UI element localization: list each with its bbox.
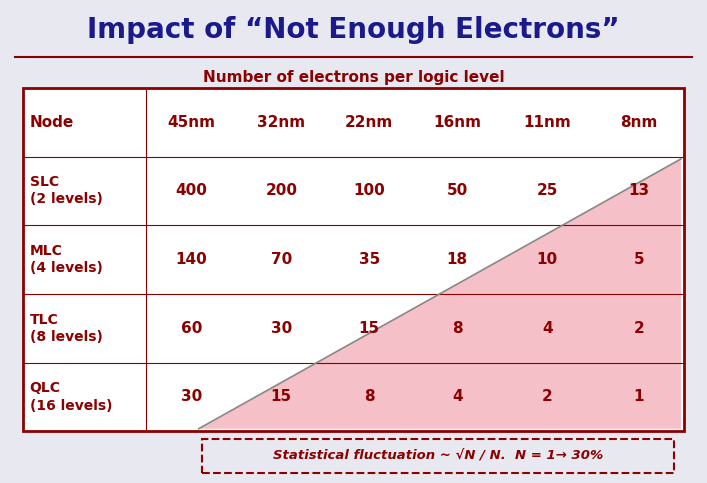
Text: 5: 5 (633, 252, 644, 267)
Polygon shape (199, 159, 681, 429)
Text: 30: 30 (271, 321, 292, 336)
Text: 15: 15 (271, 389, 292, 404)
Text: 1: 1 (633, 389, 644, 404)
Text: 10: 10 (537, 252, 558, 267)
Text: 8: 8 (452, 321, 462, 336)
Text: 400: 400 (175, 184, 207, 199)
Text: 30: 30 (181, 389, 202, 404)
Text: 100: 100 (354, 184, 385, 199)
Text: 13: 13 (628, 184, 649, 199)
Text: 140: 140 (175, 252, 207, 267)
Text: QLC
(16 levels): QLC (16 levels) (30, 381, 112, 412)
Text: 2: 2 (633, 321, 644, 336)
Text: 60: 60 (181, 321, 202, 336)
Text: 16nm: 16nm (433, 114, 481, 129)
Text: 22nm: 22nm (345, 114, 394, 129)
Text: Number of electrons per logic level: Number of electrons per logic level (203, 70, 504, 85)
Text: 15: 15 (358, 321, 380, 336)
Text: Node: Node (30, 114, 74, 129)
Text: 4: 4 (542, 321, 552, 336)
Text: TLC
(8 levels): TLC (8 levels) (30, 313, 103, 344)
FancyBboxPatch shape (23, 88, 684, 431)
Text: 8nm: 8nm (620, 114, 658, 129)
Text: 45nm: 45nm (168, 114, 216, 129)
Text: 25: 25 (537, 184, 558, 199)
Text: 2: 2 (542, 389, 553, 404)
Text: 70: 70 (271, 252, 292, 267)
Text: 200: 200 (265, 184, 298, 199)
Text: SLC
(2 levels): SLC (2 levels) (30, 175, 103, 207)
Text: 18: 18 (447, 252, 468, 267)
Text: 8: 8 (364, 389, 375, 404)
Text: Statistical fluctuation ~ √N / N.  N = 1→ 30%: Statistical fluctuation ~ √N / N. N = 1→… (273, 450, 603, 463)
Text: 35: 35 (358, 252, 380, 267)
Text: MLC
(4 levels): MLC (4 levels) (30, 244, 103, 275)
Text: 4: 4 (452, 389, 462, 404)
Text: 32nm: 32nm (257, 114, 305, 129)
Text: 11nm: 11nm (523, 114, 571, 129)
Text: 50: 50 (447, 184, 468, 199)
Text: Impact of “Not Enough Electrons”: Impact of “Not Enough Electrons” (87, 16, 620, 44)
